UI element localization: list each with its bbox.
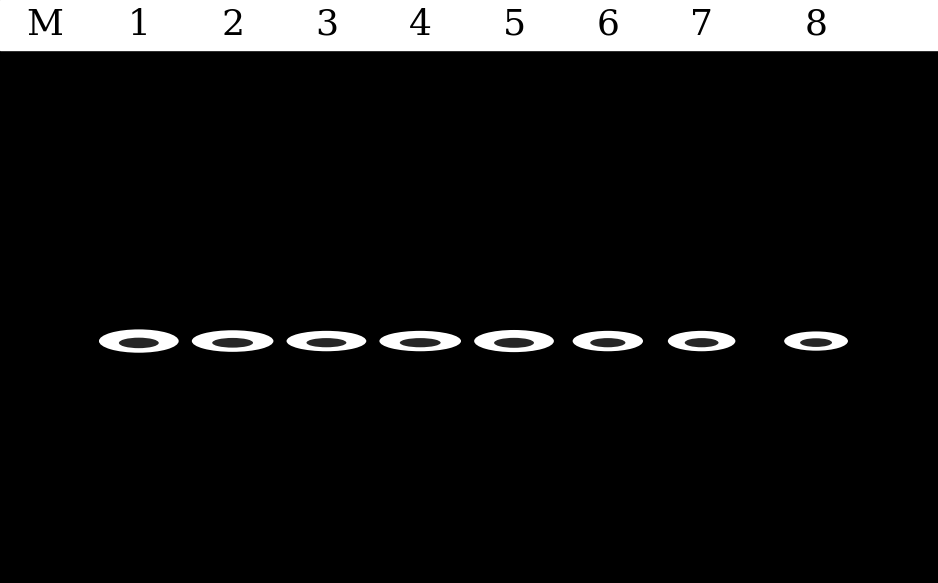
- Text: 8: 8: [805, 8, 827, 42]
- Ellipse shape: [98, 329, 178, 353]
- Text: M: M: [26, 8, 64, 42]
- Ellipse shape: [800, 338, 832, 347]
- Ellipse shape: [784, 331, 848, 350]
- Text: 6: 6: [597, 8, 619, 42]
- Ellipse shape: [494, 338, 534, 348]
- Text: 2: 2: [221, 8, 244, 42]
- Ellipse shape: [572, 331, 643, 351]
- Ellipse shape: [685, 338, 719, 347]
- Ellipse shape: [668, 331, 735, 351]
- Ellipse shape: [400, 338, 441, 347]
- Ellipse shape: [191, 330, 274, 352]
- Text: 7: 7: [690, 8, 713, 42]
- Text: 5: 5: [503, 8, 525, 42]
- Text: 4: 4: [409, 8, 431, 42]
- Text: 3: 3: [315, 8, 338, 42]
- Ellipse shape: [212, 338, 253, 347]
- Bar: [0, 0, 938, 50]
- Ellipse shape: [379, 331, 461, 351]
- Ellipse shape: [286, 331, 366, 351]
- Ellipse shape: [307, 338, 346, 347]
- Ellipse shape: [590, 338, 626, 347]
- Text: 1: 1: [128, 8, 150, 42]
- Ellipse shape: [474, 330, 553, 352]
- Ellipse shape: [119, 338, 159, 348]
